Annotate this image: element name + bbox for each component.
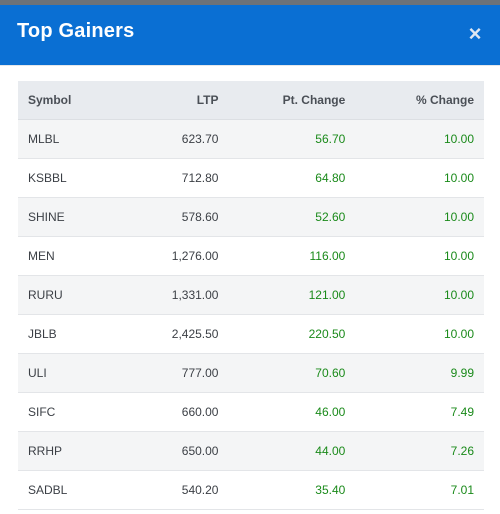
pct-change-cell: 10.00 xyxy=(345,197,484,237)
ltp-cell: 540.20 xyxy=(119,470,219,510)
top-gainers-modal: Top Gainers × Symbol LTP Pt. Change % Ch… xyxy=(0,5,500,514)
pt-change-cell: 52.60 xyxy=(218,197,346,237)
pt-change-cell: 46.00 xyxy=(218,392,346,432)
column-header-pt-change[interactable]: Pt. Change xyxy=(218,81,346,120)
symbol-cell: JBLB xyxy=(18,314,120,354)
close-icon[interactable]: × xyxy=(468,21,482,46)
ltp-cell: 623.70 xyxy=(119,119,219,159)
gainers-table-container: Symbol LTP Pt. Change % Change MLBL 623.7… xyxy=(18,81,484,510)
table-header-row: Symbol LTP Pt. Change % Change xyxy=(18,81,484,120)
pt-change-cell: 70.60 xyxy=(218,353,346,393)
symbol-cell: SIFC xyxy=(18,392,120,432)
pt-change-cell: 121.00 xyxy=(218,275,346,315)
page-backdrop xyxy=(0,0,500,6)
table-row[interactable]: MEN 1,276.00 116.00 10.00 xyxy=(18,236,484,276)
table-row[interactable]: SHINE 578.60 52.60 10.00 xyxy=(18,197,484,237)
ltp-cell: 712.80 xyxy=(119,158,219,198)
pct-change-cell: 10.00 xyxy=(345,275,484,315)
symbol-cell: SHINE xyxy=(18,197,120,237)
ltp-cell: 578.60 xyxy=(119,197,219,237)
symbol-cell: KSBBL xyxy=(18,158,120,198)
pct-change-cell: 7.49 xyxy=(345,392,484,432)
ltp-cell: 1,276.00 xyxy=(119,236,219,276)
gainers-table: Symbol LTP Pt. Change % Change MLBL 623.7… xyxy=(18,81,484,510)
table-row[interactable]: ULI 777.00 70.60 9.99 xyxy=(18,353,484,393)
symbol-cell: SADBL xyxy=(18,470,120,510)
pct-change-cell: 7.01 xyxy=(345,470,484,510)
table-row[interactable]: JBLB 2,425.50 220.50 10.00 xyxy=(18,314,484,354)
pt-change-cell: 116.00 xyxy=(218,236,346,276)
table-row[interactable]: RURU 1,331.00 121.00 10.00 xyxy=(18,275,484,315)
ltp-cell: 650.00 xyxy=(119,431,219,471)
pct-change-cell: 10.00 xyxy=(345,119,484,159)
table-row[interactable]: RRHP 650.00 44.00 7.26 xyxy=(18,431,484,471)
pt-change-cell: 44.00 xyxy=(218,431,346,471)
ltp-cell: 2,425.50 xyxy=(119,314,219,354)
pt-change-cell: 35.40 xyxy=(218,470,346,510)
table-row[interactable]: KSBBL 712.80 64.80 10.00 xyxy=(18,158,484,198)
symbol-cell: RRHP xyxy=(18,431,120,471)
modal-header: Top Gainers × xyxy=(0,5,500,66)
table-row[interactable]: SIFC 660.00 46.00 7.49 xyxy=(18,392,484,432)
symbol-cell: MEN xyxy=(18,236,120,276)
ltp-cell: 1,331.00 xyxy=(119,275,219,315)
symbol-cell: MLBL xyxy=(18,119,120,159)
symbol-cell: RURU xyxy=(18,275,120,315)
modal-title: Top Gainers xyxy=(17,20,135,42)
table-header: Symbol LTP Pt. Change % Change xyxy=(18,81,484,120)
pct-change-cell: 10.00 xyxy=(345,158,484,198)
column-header-ltp[interactable]: LTP xyxy=(119,81,219,120)
pct-change-cell: 7.26 xyxy=(345,431,484,471)
column-header-symbol[interactable]: Symbol xyxy=(18,81,120,120)
pct-change-cell: 10.00 xyxy=(345,314,484,354)
ltp-cell: 777.00 xyxy=(119,353,219,393)
pct-change-cell: 9.99 xyxy=(345,353,484,393)
table-row[interactable]: MLBL 623.70 56.70 10.00 xyxy=(18,119,484,159)
symbol-cell: ULI xyxy=(18,353,120,393)
column-header-pct-change[interactable]: % Change xyxy=(345,81,484,120)
pt-change-cell: 56.70 xyxy=(218,119,346,159)
pt-change-cell: 64.80 xyxy=(218,158,346,198)
pct-change-cell: 10.00 xyxy=(345,236,484,276)
pt-change-cell: 220.50 xyxy=(218,314,346,354)
table-body: MLBL 623.70 56.70 10.00 KSBBL 712.80 64.80 10.0… xyxy=(18,119,484,510)
ltp-cell: 660.00 xyxy=(119,392,219,432)
table-row[interactable]: SADBL 540.20 35.40 7.01 xyxy=(18,470,484,510)
